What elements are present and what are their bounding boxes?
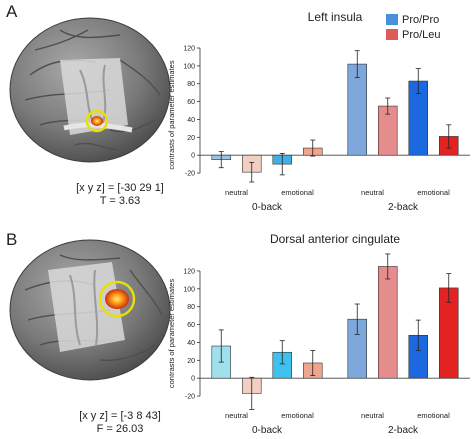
dacc-ytick-label: 20 <box>187 358 195 365</box>
insula-ytick-label: 40 <box>187 117 195 124</box>
insula-ytick-label: -20 <box>185 171 195 178</box>
coords-line-b: [x y z] = [-3 8 43] <box>79 410 161 422</box>
legend: Pro/Pro Pro/Leu <box>386 12 441 42</box>
dacc-ytick-label: 100 <box>183 286 195 293</box>
coords-line-a: [x y z] = [-30 29 1] <box>76 182 164 194</box>
insula-ytick-label: 20 <box>187 135 195 142</box>
insula-ylabel: contrasts of parameter estimates <box>167 60 176 169</box>
insula-ytick-label: 100 <box>183 63 195 70</box>
dacc-ytick-label: 40 <box>187 340 195 347</box>
insula-ytick-label: 80 <box>187 81 195 88</box>
dacc-group-label: 2-back <box>388 425 419 436</box>
legend-item-pro-leu: Pro/Leu <box>386 27 441 42</box>
dacc-ytick-label: 80 <box>187 304 195 311</box>
insula-group-label: 0-back <box>252 202 283 213</box>
insula-ytick-label: 0 <box>191 153 195 160</box>
insula-condition-label: emotional <box>281 188 314 197</box>
coords-caption-b: [x y z] = [-3 8 43] F = 26.03 <box>40 410 200 436</box>
legend-swatch-pro-pro <box>386 14 398 25</box>
dacc-bar <box>377 266 398 379</box>
insula-condition-label: neutral <box>225 188 248 197</box>
dacc-group-label: 0-back <box>252 425 283 436</box>
dacc-ytick-label: -20 <box>185 394 195 401</box>
legend-label-pro-pro: Pro/Pro <box>402 13 440 26</box>
stat-line-b: F = 26.03 <box>96 423 144 435</box>
dacc-ytick-label: 0 <box>191 376 195 383</box>
coords-caption-a: [x y z] = [-30 29 1] T = 3.63 <box>40 182 200 208</box>
dacc-ytick-label: 120 <box>183 268 195 275</box>
panel-letter-a: A <box>6 2 18 21</box>
insula-ytick-label: 60 <box>187 99 195 106</box>
legend-label-pro-leu: Pro/Leu <box>402 28 441 41</box>
dacc-condition-label: neutral <box>225 411 248 420</box>
dacc-ylabel: contrasts of parameter estimates <box>167 279 176 388</box>
legend-swatch-pro-leu <box>386 29 398 40</box>
insula-condition-label: emotional <box>417 188 450 197</box>
dacc-condition-label: emotional <box>281 411 314 420</box>
legend-item-pro-pro: Pro/Pro <box>386 12 441 27</box>
dacc-condition-label: neutral <box>361 411 384 420</box>
dacc-condition-label: emotional <box>417 411 450 420</box>
insula-condition-label: neutral <box>361 188 384 197</box>
insula-ytick-label: 120 <box>183 46 195 53</box>
dacc-ytick-label: 60 <box>187 322 195 329</box>
dacc-title: Dorsal anterior cingulate <box>270 232 400 246</box>
stat-line-a: T = 3.63 <box>99 195 141 207</box>
insula-title: Left insula <box>308 10 363 24</box>
insula-group-label: 2-back <box>388 202 419 213</box>
